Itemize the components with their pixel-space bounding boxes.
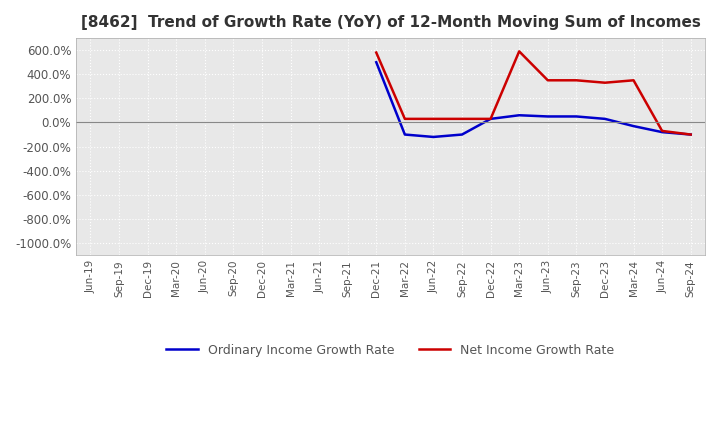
Net Income Growth Rate bbox=[515, 49, 523, 54]
Line: Ordinary Income Growth Rate: Ordinary Income Growth Rate bbox=[377, 62, 690, 137]
Net Income Growth Rate bbox=[372, 50, 381, 55]
Ordinary Income Growth Rate bbox=[400, 132, 409, 137]
Ordinary Income Growth Rate bbox=[600, 116, 609, 121]
Net Income Growth Rate bbox=[429, 116, 438, 121]
Ordinary Income Growth Rate bbox=[515, 113, 523, 118]
Ordinary Income Growth Rate bbox=[372, 59, 381, 65]
Ordinary Income Growth Rate bbox=[629, 124, 638, 129]
Line: Net Income Growth Rate: Net Income Growth Rate bbox=[377, 51, 690, 135]
Title: [8462]  Trend of Growth Rate (YoY) of 12-Month Moving Sum of Incomes: [8462] Trend of Growth Rate (YoY) of 12-… bbox=[81, 15, 701, 30]
Net Income Growth Rate bbox=[629, 77, 638, 83]
Net Income Growth Rate bbox=[486, 116, 495, 121]
Net Income Growth Rate bbox=[658, 128, 667, 134]
Net Income Growth Rate bbox=[600, 80, 609, 85]
Net Income Growth Rate bbox=[544, 77, 552, 83]
Net Income Growth Rate bbox=[572, 77, 581, 83]
Net Income Growth Rate bbox=[400, 116, 409, 121]
Legend: Ordinary Income Growth Rate, Net Income Growth Rate: Ordinary Income Growth Rate, Net Income … bbox=[161, 339, 620, 362]
Net Income Growth Rate bbox=[458, 116, 467, 121]
Ordinary Income Growth Rate bbox=[572, 114, 581, 119]
Ordinary Income Growth Rate bbox=[458, 132, 467, 137]
Ordinary Income Growth Rate bbox=[686, 132, 695, 137]
Ordinary Income Growth Rate bbox=[658, 129, 667, 135]
Ordinary Income Growth Rate bbox=[544, 114, 552, 119]
Ordinary Income Growth Rate bbox=[486, 116, 495, 121]
Ordinary Income Growth Rate bbox=[429, 134, 438, 139]
Net Income Growth Rate bbox=[686, 132, 695, 137]
